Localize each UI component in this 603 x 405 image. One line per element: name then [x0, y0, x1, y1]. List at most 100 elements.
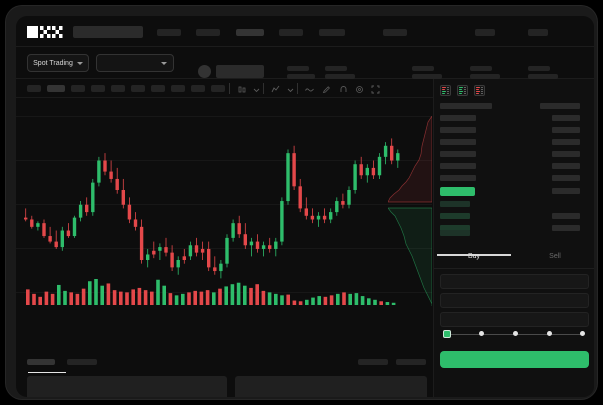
line-chart-icon[interactable]	[304, 84, 314, 93]
sell-tab-label: Sell	[549, 253, 561, 260]
nav-item-1[interactable]	[157, 29, 181, 36]
chevron-down-icon	[161, 62, 167, 65]
depth-chart-overlay	[388, 116, 432, 306]
stat-low-24h-label	[412, 66, 434, 71]
slider-stop-75[interactable]	[547, 331, 552, 336]
stat-high-24h-value	[325, 74, 355, 79]
timeframe-button-10[interactable]	[211, 85, 225, 92]
amount-percent-slider[interactable]	[443, 330, 586, 339]
bottom-panel-left[interactable]	[27, 376, 227, 397]
table-row[interactable]	[552, 127, 580, 133]
chevron-down-icon	[76, 61, 83, 65]
table-row[interactable]	[440, 115, 476, 121]
slider-stop-25[interactable]	[479, 331, 484, 336]
chart-tab-action-1[interactable]	[358, 359, 388, 365]
search-input[interactable]	[73, 26, 143, 38]
bottom-panel-right[interactable]	[235, 376, 427, 397]
stat-volume-base-label	[470, 66, 492, 71]
indicator-icon[interactable]	[270, 84, 280, 93]
order-history-tabs	[16, 353, 432, 373]
table-row[interactable]	[552, 151, 580, 157]
table-row[interactable]	[440, 127, 476, 133]
okx-logo-cutout	[19, 19, 24, 25]
table-row[interactable]	[440, 163, 476, 169]
table-row[interactable]	[440, 151, 476, 157]
buy-tab[interactable]: Buy	[434, 253, 514, 260]
stat-change-24h-label	[287, 66, 309, 71]
orderbook-view-modes	[440, 85, 485, 96]
trading-mode-label: Spot Trading	[33, 59, 73, 67]
stat-high-24h-label	[325, 66, 347, 71]
chevron-down-icon[interactable]	[285, 84, 294, 93]
top-navigation-bar	[16, 16, 594, 47]
pair-selector[interactable]	[96, 54, 174, 72]
timeframe-button-4[interactable]	[91, 85, 105, 92]
stat-volume-base-value	[470, 74, 500, 79]
candlestick-series	[24, 138, 400, 279]
volume-series	[26, 279, 396, 305]
pencil-icon[interactable]	[321, 84, 330, 94]
timeframe-button-5[interactable]	[111, 85, 125, 92]
fullscreen-icon[interactable]	[370, 84, 380, 94]
active-tab-indicator	[437, 254, 511, 256]
stat-volume-quote-label	[528, 66, 550, 71]
app-screen: Spot Trading	[16, 16, 594, 397]
okx-logo[interactable]	[27, 26, 63, 38]
orderbook-header-price	[440, 103, 492, 109]
table-row[interactable]	[440, 139, 476, 145]
slider-stop-50[interactable]	[513, 331, 518, 336]
table-row[interactable]	[552, 213, 580, 219]
timeframe-button-6[interactable]	[131, 85, 145, 92]
table-row[interactable]	[440, 230, 470, 236]
submit-buy-button[interactable]	[440, 351, 589, 368]
table-row[interactable]	[552, 188, 580, 194]
table-row[interactable]	[552, 175, 580, 181]
table-row[interactable]	[440, 213, 470, 219]
timeframe-button-9[interactable]	[191, 85, 205, 92]
orderbook-view-bids-icon[interactable]	[457, 85, 468, 96]
table-row[interactable]	[440, 201, 470, 207]
table-row[interactable]	[440, 175, 476, 181]
table-row[interactable]	[552, 225, 580, 231]
timeframe-button-1[interactable]	[27, 85, 41, 92]
account-menu[interactable]	[475, 29, 495, 36]
settings-icon[interactable]	[354, 84, 363, 93]
nav-item-4[interactable]	[279, 29, 303, 36]
timeframe-button-7[interactable]	[151, 85, 165, 92]
nav-item-6[interactable]	[383, 29, 407, 36]
order-panel: Buy Sell	[433, 79, 594, 397]
nav-item-3[interactable]	[236, 29, 264, 36]
order-amount-field[interactable]	[440, 293, 589, 308]
table-row[interactable]	[552, 163, 580, 169]
order-price-field[interactable]	[440, 274, 589, 289]
table-row[interactable]	[552, 139, 580, 145]
orderbook-view-asks-icon[interactable]	[474, 85, 485, 96]
price-chart[interactable]	[16, 98, 432, 353]
sell-tab[interactable]: Sell	[515, 253, 594, 260]
orderbook-rows[interactable]	[434, 103, 594, 236]
orderbook-last-price	[440, 187, 475, 196]
magnet-icon[interactable]	[338, 84, 347, 93]
timeframe-button-8[interactable]	[171, 85, 185, 92]
stat-change-24h-value	[287, 74, 315, 79]
candlestick-icon[interactable]	[237, 84, 246, 93]
chart-tab-orders[interactable]	[27, 359, 55, 365]
table-row[interactable]	[552, 115, 580, 121]
stat-last-price	[216, 65, 264, 78]
nav-item-5[interactable]	[319, 29, 345, 36]
settings-menu[interactable]	[528, 29, 548, 36]
trading-mode-selector[interactable]: Spot Trading	[27, 54, 89, 72]
timeframe-button-3[interactable]	[71, 85, 85, 92]
nav-item-2[interactable]	[196, 29, 220, 36]
chevron-down-icon[interactable]	[251, 84, 260, 93]
table-row[interactable]	[440, 225, 470, 231]
coin-avatar	[198, 65, 211, 78]
order-total-field[interactable]	[440, 312, 589, 327]
chart-tab-positions[interactable]	[67, 359, 97, 365]
chart-tab-action-2[interactable]	[396, 359, 426, 365]
slider-handle[interactable]	[443, 330, 451, 338]
active-tab-indicator	[28, 372, 66, 373]
orderbook-view-both-icon[interactable]	[440, 85, 451, 96]
timeframe-button-2[interactable]	[47, 85, 65, 92]
slider-stop-100[interactable]	[580, 331, 585, 336]
